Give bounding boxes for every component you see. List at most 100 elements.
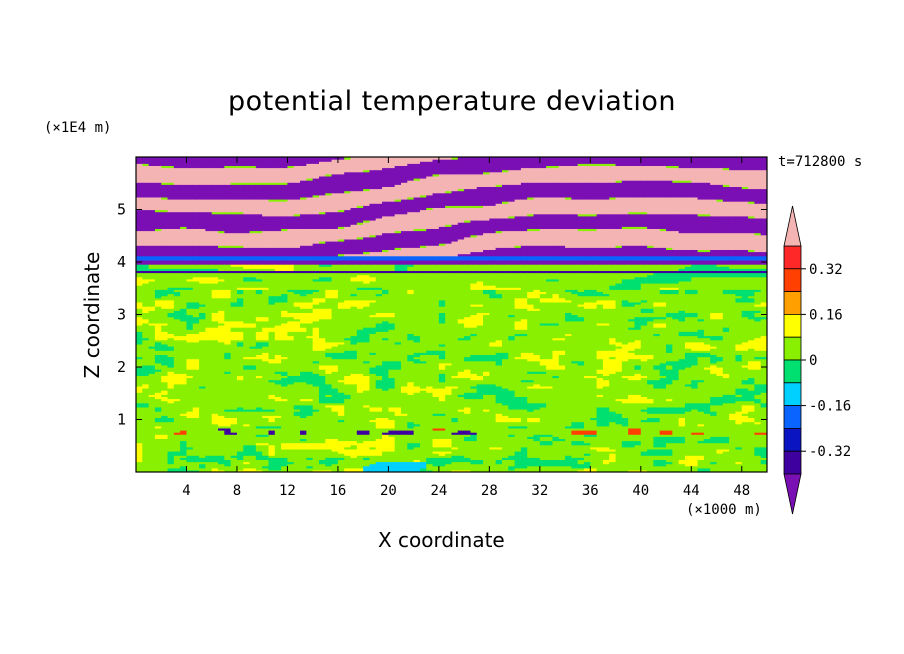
contour-cell (173, 314, 181, 318)
contour-cell (161, 381, 169, 385)
contour-cell (249, 385, 257, 389)
contour-cell (218, 427, 225, 431)
contour-cell (230, 276, 238, 280)
contour-cell (167, 316, 175, 320)
contour-cell (167, 440, 175, 444)
contour-cell (167, 299, 175, 303)
contour-cell (142, 270, 150, 274)
contour-cell (211, 280, 219, 284)
contour-cell (192, 304, 200, 307)
contour-cell (136, 463, 143, 467)
contour-cell (192, 438, 200, 442)
contour-cell (180, 377, 188, 381)
contour-cell (205, 207, 213, 211)
contour-cell (199, 427, 207, 431)
contour-cell (180, 461, 188, 465)
contour-cell (249, 270, 257, 274)
contour-cell (148, 415, 156, 418)
contour-cell (180, 341, 188, 345)
contour-cell (161, 163, 169, 166)
contour-cell (249, 278, 257, 282)
contour-cell (161, 175, 169, 179)
contour-cell (243, 264, 251, 267)
contour-cell (230, 415, 238, 418)
contour-cell (136, 362, 143, 366)
contour-cell (167, 226, 175, 229)
contour-cell (224, 226, 232, 229)
contour-cell (230, 157, 238, 160)
contour-cell (142, 371, 150, 374)
contour-cell (148, 459, 156, 463)
contour-cell (199, 270, 207, 274)
contour-cell (230, 402, 238, 406)
contour-cell (205, 335, 213, 339)
contour-cell (249, 268, 257, 271)
contour-cell (249, 266, 257, 269)
contour-cell (167, 457, 175, 460)
contour-cell (167, 253, 175, 257)
contour-cell (186, 448, 194, 452)
contour-cell (249, 316, 257, 320)
contour-cell (173, 262, 181, 265)
contour-cell (218, 192, 225, 196)
contour-cell (205, 241, 213, 244)
contour-cell (205, 327, 213, 330)
contour-cell (243, 467, 251, 471)
contour-cell (167, 272, 175, 276)
contour-cell (180, 455, 188, 458)
contour-cell (180, 167, 188, 171)
contour-cell (186, 167, 194, 171)
contour-cell (136, 283, 143, 286)
contour-cell (136, 413, 143, 416)
contour-cell (243, 343, 251, 347)
contour-cell (180, 196, 188, 200)
contour-cell (205, 469, 213, 472)
contour-cell (167, 217, 175, 221)
contour-cell (167, 406, 175, 410)
contour-cell (192, 236, 200, 240)
contour-cell (186, 369, 194, 372)
contour-cell (136, 430, 143, 433)
contour-cell (161, 463, 169, 467)
contour-cell (154, 186, 162, 190)
contour-cell (249, 398, 257, 402)
contour-cell (192, 306, 200, 309)
contour-cell (205, 343, 213, 347)
contour-cell (161, 438, 169, 442)
contour-cell (218, 236, 225, 240)
contour-cell (205, 213, 213, 217)
contour-cell (180, 335, 188, 339)
contour-cell (186, 348, 194, 351)
contour-cell (211, 404, 219, 408)
contour-cell (180, 421, 188, 425)
contour-cell (161, 205, 169, 208)
contour-cell (249, 186, 257, 190)
contour-cell (218, 190, 225, 194)
contour-cell (154, 299, 162, 303)
contour-cell (236, 310, 244, 313)
contour-cell (243, 423, 251, 427)
contour-cell (249, 320, 257, 324)
contour-cell (167, 411, 175, 414)
contour-cell (236, 377, 244, 381)
contour-cell (205, 451, 213, 454)
contour-cell (161, 396, 169, 400)
contour-cell (142, 157, 150, 160)
contour-cell (199, 163, 207, 166)
contour-cell (249, 335, 257, 339)
contour-cell (173, 411, 181, 414)
contour-cell (186, 207, 194, 211)
contour-cell (218, 356, 225, 360)
contour-cell (173, 299, 181, 303)
contour-cell (167, 364, 175, 368)
contour-cell (224, 306, 232, 309)
contour-cell (142, 299, 150, 303)
contour-cell (249, 459, 257, 463)
contour-cell (249, 312, 257, 316)
contour-cell (199, 379, 207, 383)
contour-cell (224, 381, 232, 385)
contour-cell (218, 184, 225, 187)
contour-cell (230, 299, 238, 303)
contour-cell (173, 291, 181, 295)
contour-cell (218, 320, 225, 324)
